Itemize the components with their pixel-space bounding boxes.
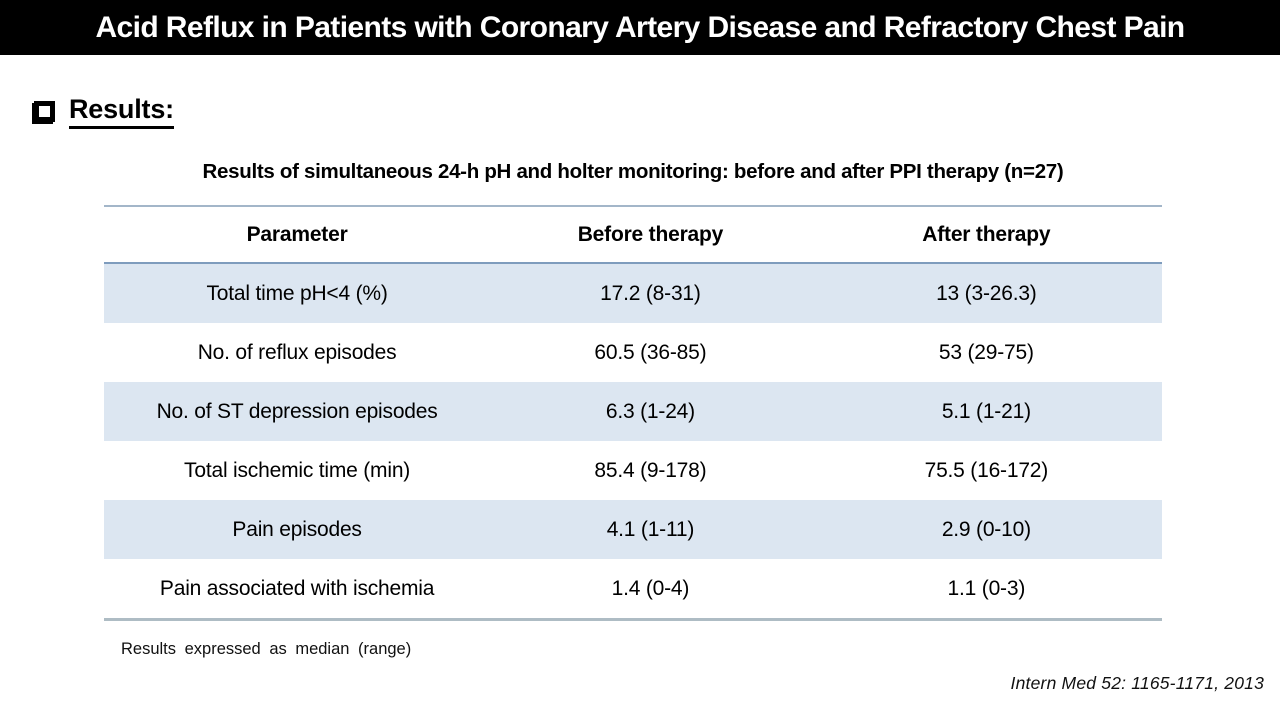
- table-row: No. of reflux episodes 60.5 (36-85) 53 (…: [104, 323, 1162, 382]
- cell-after: 2.9 (0-10): [941, 517, 1031, 541]
- cell-after: 5.1 (1-21): [941, 399, 1031, 423]
- table-footnote: Results expressed as median (range): [121, 640, 412, 658]
- column-header-before-therapy: Before therapy: [577, 222, 724, 246]
- cell-before: 6.3 (1-24): [605, 399, 695, 423]
- table-title: Results of simultaneous 24-h pH and holt…: [202, 160, 1064, 183]
- cell-after: 53 (29-75): [938, 340, 1034, 364]
- results-heading: Results:: [34, 94, 174, 129]
- cell-parameter: No. of ST depression episodes: [156, 399, 438, 423]
- cell-after: 13 (3-26.3): [936, 281, 1037, 305]
- cell-parameter: Pain associated with ischemia: [159, 576, 435, 600]
- cell-parameter: Total ischemic time (min): [184, 458, 411, 482]
- cell-parameter: No. of reflux episodes: [197, 340, 397, 364]
- cell-parameter: Pain episodes: [232, 517, 362, 541]
- table-row: Total ischemic time (min) 85.4 (9-178) 7…: [104, 441, 1162, 500]
- table-row: Total time pH<4 (%) 17.2 (8-31) 13 (3-26…: [104, 264, 1162, 323]
- results-heading-label: Results:: [69, 94, 174, 129]
- cell-before: 1.4 (0-4): [611, 576, 690, 600]
- results-table: Parameter Before therapy After therapy T…: [104, 205, 1162, 621]
- cell-before: 85.4 (9-178): [594, 458, 707, 482]
- cell-before: 17.2 (8-31): [600, 281, 701, 305]
- table-row: Pain episodes 4.1 (1-11) 2.9 (0-10): [104, 500, 1162, 559]
- cell-parameter: Total time pH<4 (%): [206, 281, 388, 305]
- table-row: Pain associated with ischemia 1.4 (0-4) …: [104, 559, 1162, 618]
- table-row: No. of ST depression episodes 6.3 (1-24)…: [104, 382, 1162, 441]
- checkbox-bullet-icon: [34, 101, 55, 122]
- slide-title: Acid Reflux in Patients with Coronary Ar…: [95, 10, 1185, 44]
- table-header-row: Parameter Before therapy After therapy: [104, 207, 1162, 264]
- cell-before: 4.1 (1-11): [606, 517, 695, 541]
- citation: Intern Med 52: 1165-1171, 2013: [1010, 673, 1264, 693]
- cell-before: 60.5 (36-85): [594, 340, 707, 364]
- column-header-parameter: Parameter: [246, 222, 348, 246]
- cell-after: 75.5 (16-172): [924, 458, 1049, 482]
- cell-after: 1.1 (0-3): [947, 576, 1026, 600]
- title-bar: Acid Reflux in Patients with Coronary Ar…: [0, 0, 1280, 55]
- column-header-after-therapy: After therapy: [922, 222, 1051, 246]
